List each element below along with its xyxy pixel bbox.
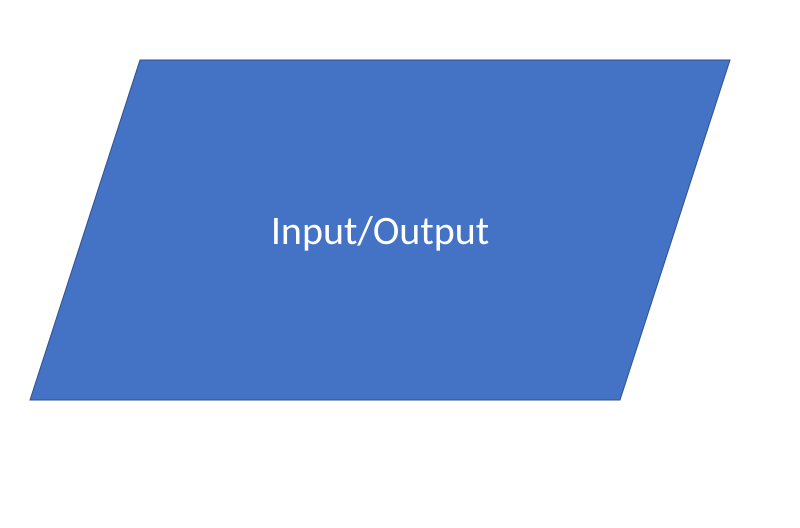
flowchart-svg — [0, 0, 800, 528]
diagram-canvas: Input/Output — [0, 0, 800, 528]
io-parallelogram — [30, 60, 730, 400]
